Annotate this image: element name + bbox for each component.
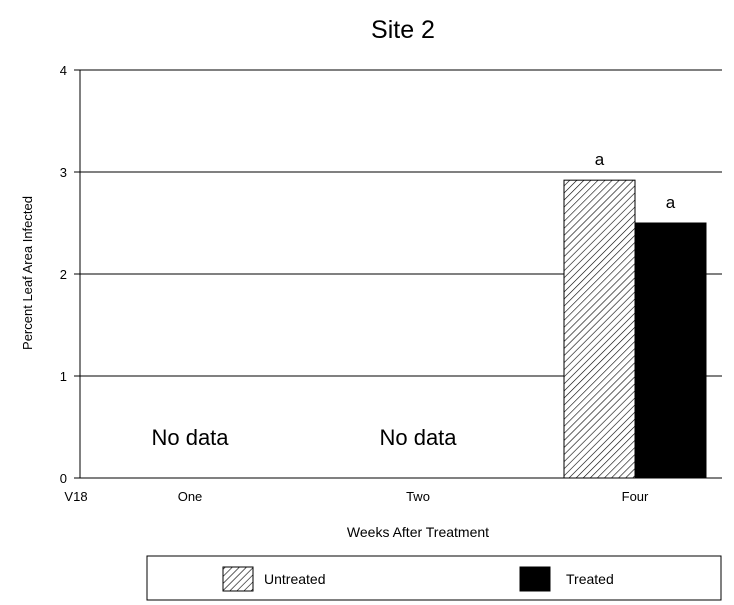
- legend-swatch-untreated: [222, 566, 254, 592]
- x-tick-label: Two: [406, 489, 430, 504]
- y-tick-label: 4: [60, 63, 67, 78]
- x-axis-label: Weeks After Treatment: [347, 524, 489, 540]
- x-axis-ticks: One Two Four: [178, 489, 649, 504]
- y-axis-label: Percent Leaf Area Infected: [20, 196, 35, 350]
- no-data-annotation: No data: [151, 425, 229, 450]
- legend: Untreated Treated: [146, 555, 722, 601]
- chart-title: Site 2: [371, 16, 435, 44]
- no-data-annotation: No data: [379, 425, 457, 450]
- bar-significance-label: a: [595, 150, 605, 169]
- legend-label-treated: Treated: [566, 571, 614, 587]
- legend-label-untreated: Untreated: [264, 571, 325, 587]
- y-tick-label: 3: [60, 165, 67, 180]
- legend-swatch-treated: [519, 566, 551, 592]
- y-tick-label: 1: [60, 369, 67, 384]
- y-tick-label: 0: [60, 471, 67, 486]
- bars-group: aa: [563, 150, 707, 479]
- y-axis-ticks: 0 1 2 3 4: [60, 63, 80, 486]
- annotations-group: No data No data: [151, 425, 457, 450]
- y-tick-label: 2: [60, 267, 67, 282]
- bar-treated-four: [634, 222, 707, 479]
- x-tick-label: One: [178, 489, 203, 504]
- bar-untreated-four: [563, 179, 636, 479]
- bar-significance-label: a: [666, 193, 676, 212]
- x-origin-label: V18: [64, 489, 87, 504]
- x-tick-label: Four: [622, 489, 649, 504]
